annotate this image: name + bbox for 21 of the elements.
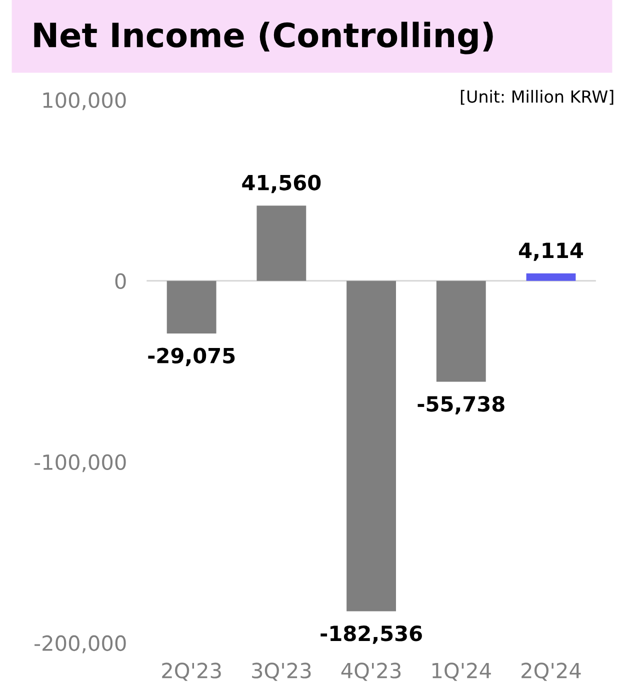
data-label: -182,536 — [320, 626, 422, 644]
x-tick-label: 2Q'24 — [522, 662, 581, 681]
chart-title: Net Income (Controlling) — [34, 22, 493, 54]
y-tick-label: 100,000 — [43, 92, 126, 110]
y-tick-label: 0 — [115, 273, 126, 290]
y-tick-label: -100,000 — [34, 454, 126, 472]
x-tick-label: 3Q'23 — [252, 662, 311, 681]
bar — [526, 273, 576, 281]
bar — [436, 280, 486, 382]
x-tick-label: 4Q'23 — [341, 662, 401, 681]
data-label: 41,560 — [242, 174, 321, 194]
y-tick-label: -200,000 — [34, 635, 126, 654]
bar — [346, 280, 396, 612]
bar — [166, 280, 216, 334]
data-label: 4,114 — [518, 242, 583, 261]
annotation: [Unit: Million KRW] — [460, 90, 614, 105]
data-label: -29,075 — [148, 348, 235, 366]
x-tick-label: 2Q'23 — [162, 662, 221, 681]
data-label: -55,738 — [418, 396, 504, 414]
x-tick-label: 1Q'24 — [432, 662, 491, 681]
bar — [256, 206, 306, 281]
